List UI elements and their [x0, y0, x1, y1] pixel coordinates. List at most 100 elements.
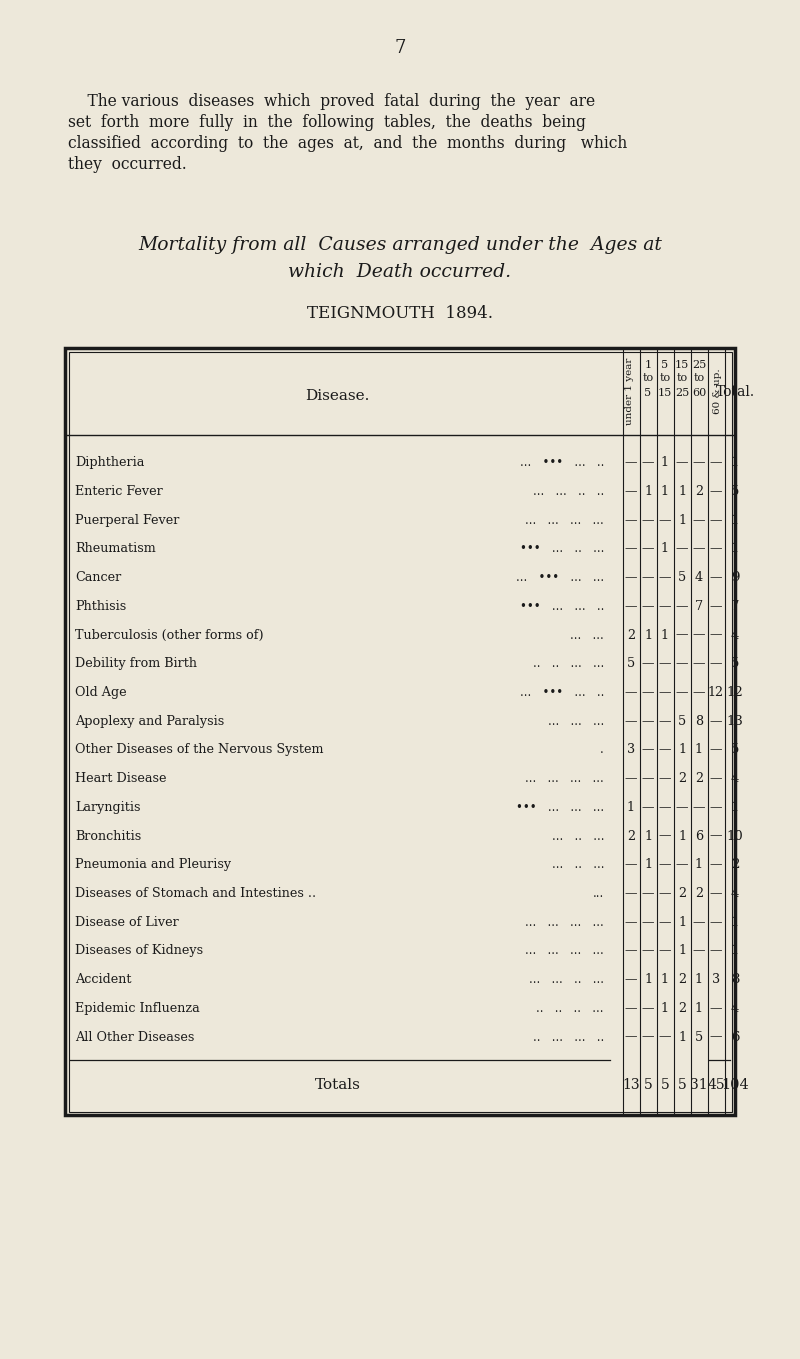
- Text: 1: 1: [644, 629, 652, 641]
- Text: —: —: [625, 514, 638, 527]
- Text: set  forth  more  fully  in  the  following  tables,  the  deaths  being: set forth more fully in the following ta…: [68, 114, 586, 130]
- Text: 5: 5: [662, 360, 669, 370]
- Text: —: —: [693, 514, 706, 527]
- Text: 3: 3: [712, 973, 720, 987]
- Text: 8: 8: [695, 715, 703, 727]
- Text: they  occurred.: they occurred.: [68, 156, 186, 173]
- Text: 13: 13: [726, 715, 743, 727]
- Text: 1: 1: [644, 829, 652, 843]
- Text: 1: 1: [661, 1002, 669, 1015]
- Text: 12: 12: [708, 686, 724, 699]
- Text: —: —: [693, 686, 706, 699]
- Text: 1: 1: [661, 485, 669, 497]
- Text: 7: 7: [695, 599, 703, 613]
- Text: 1: 1: [695, 973, 703, 987]
- Text: 1: 1: [644, 973, 652, 987]
- Text: —: —: [676, 686, 688, 699]
- Bar: [69, 352, 731, 1112]
- Text: Pneumonia and Pleurisy: Pneumonia and Pleurisy: [75, 859, 231, 871]
- Text: —: —: [658, 599, 671, 613]
- Text: 60 & up.: 60 & up.: [713, 368, 722, 414]
- Text: which  Death occurred.: which Death occurred.: [289, 264, 511, 281]
- Text: 1: 1: [661, 542, 669, 556]
- Text: TEIGNMOUTH  1894.: TEIGNMOUTH 1894.: [307, 306, 493, 322]
- Text: 1: 1: [661, 457, 669, 469]
- Text: 9: 9: [730, 571, 739, 584]
- Text: —: —: [658, 859, 671, 871]
- Text: —: —: [625, 945, 638, 958]
- Text: —: —: [710, 800, 722, 814]
- Text: —: —: [676, 599, 688, 613]
- Text: 2: 2: [678, 1002, 686, 1015]
- Text: —: —: [710, 772, 722, 786]
- Text: 2: 2: [678, 887, 686, 900]
- Text: 60: 60: [692, 389, 706, 398]
- Text: —: —: [693, 800, 706, 814]
- Text: Apoplexy and Paralysis: Apoplexy and Paralysis: [75, 715, 224, 727]
- Text: —: —: [658, 715, 671, 727]
- Text: —: —: [642, 1030, 654, 1044]
- Text: 1: 1: [661, 973, 669, 987]
- Text: 4: 4: [731, 629, 739, 641]
- Text: —: —: [642, 686, 654, 699]
- Text: —: —: [658, 514, 671, 527]
- Text: —: —: [676, 800, 688, 814]
- Text: —: —: [676, 457, 688, 469]
- Text: 2: 2: [731, 859, 739, 871]
- Text: Rheumatism: Rheumatism: [75, 542, 156, 556]
- Text: —: —: [658, 1030, 671, 1044]
- Text: —: —: [676, 859, 688, 871]
- Text: 1: 1: [695, 743, 703, 757]
- Text: Enteric Fever: Enteric Fever: [75, 485, 162, 497]
- Text: —: —: [625, 859, 638, 871]
- Text: Total.: Total.: [715, 385, 754, 398]
- Text: Disease of Liver: Disease of Liver: [75, 916, 178, 928]
- Bar: [65, 348, 735, 1114]
- Text: 5: 5: [627, 658, 635, 670]
- Text: —: —: [625, 485, 638, 497]
- Text: ...   ...   ...   ...: ... ... ... ...: [526, 514, 604, 527]
- Text: 5: 5: [731, 658, 739, 670]
- Text: 1: 1: [627, 800, 635, 814]
- Text: 1: 1: [731, 916, 739, 928]
- Text: 1: 1: [695, 1002, 703, 1015]
- Text: —: —: [642, 1002, 654, 1015]
- Text: —: —: [625, 887, 638, 900]
- Text: —: —: [658, 658, 671, 670]
- Text: Diphtheria: Diphtheria: [75, 457, 144, 469]
- Text: Diseases of Stomach and Intestines ..: Diseases of Stomach and Intestines ..: [75, 887, 316, 900]
- Text: 1: 1: [678, 514, 686, 527]
- Text: ...   ..   ...: ... .. ...: [551, 829, 604, 843]
- Text: 1: 1: [731, 457, 739, 469]
- Text: All Other Diseases: All Other Diseases: [75, 1030, 194, 1044]
- Text: 5: 5: [644, 1078, 652, 1093]
- Text: 25: 25: [692, 360, 706, 370]
- Text: —: —: [658, 571, 671, 584]
- Text: —: —: [676, 658, 688, 670]
- Text: 1: 1: [678, 945, 686, 958]
- Text: ...   •••   ...   ..: ... ••• ... ..: [520, 457, 604, 469]
- Text: —: —: [658, 772, 671, 786]
- Text: —: —: [658, 916, 671, 928]
- Text: —: —: [642, 800, 654, 814]
- Text: —: —: [625, 1002, 638, 1015]
- Text: —: —: [642, 599, 654, 613]
- Text: 13: 13: [622, 1078, 640, 1093]
- Text: 1: 1: [645, 360, 651, 370]
- Text: 45: 45: [707, 1078, 725, 1093]
- Text: —: —: [642, 945, 654, 958]
- Text: The various  diseases  which  proved  fatal  during  the  year  are: The various diseases which proved fatal …: [68, 92, 595, 110]
- Text: ...   ...   ...   ...: ... ... ... ...: [526, 772, 604, 786]
- Text: 2: 2: [695, 887, 703, 900]
- Text: —: —: [625, 1030, 638, 1044]
- Text: .: .: [600, 743, 604, 757]
- Text: Diseases of Kidneys: Diseases of Kidneys: [75, 945, 203, 958]
- Text: —: —: [710, 571, 722, 584]
- Text: —: —: [642, 658, 654, 670]
- Text: ...   ..   ...: ... .. ...: [551, 859, 604, 871]
- Text: 104: 104: [721, 1078, 749, 1093]
- Text: 1: 1: [678, 743, 686, 757]
- Text: 5: 5: [645, 389, 651, 398]
- Text: •••   ...   ..   ...: ••• ... .. ...: [520, 542, 604, 556]
- Text: ..   ..   ..   ...: .. .. .. ...: [537, 1002, 604, 1015]
